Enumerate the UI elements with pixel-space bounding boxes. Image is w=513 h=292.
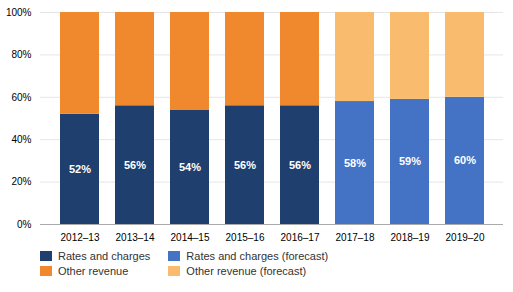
svg-text:80%: 80% xyxy=(11,49,31,60)
svg-text:60%: 60% xyxy=(11,92,31,103)
html-text:Other revenue: Other revenue xyxy=(58,265,129,277)
svg-text:59%: 59% xyxy=(399,155,421,167)
svg-text:58%: 58% xyxy=(344,157,366,169)
svg-text:100%: 100% xyxy=(6,7,32,18)
svg-text:40%: 40% xyxy=(11,134,31,145)
svg-text:2014–15: 2014–15 xyxy=(171,232,210,243)
svg-text:2017–18: 2017–18 xyxy=(336,232,375,243)
html-text:Other revenue (forecast): Other revenue (forecast) xyxy=(186,265,307,277)
html-text:Rates and charges: Rates and charges xyxy=(58,250,151,262)
svg-text:60%: 60% xyxy=(454,154,476,166)
svg-text:54%: 54% xyxy=(179,161,201,173)
svg-text:56%: 56% xyxy=(124,159,146,171)
svg-text:2016–17: 2016–17 xyxy=(281,232,320,243)
svg-text:2013–14: 2013–14 xyxy=(116,232,155,243)
svg-text:56%: 56% xyxy=(234,159,256,171)
svg-text:2019–20: 2019–20 xyxy=(446,232,485,243)
svg-text:0%: 0% xyxy=(17,219,32,230)
svg-text:20%: 20% xyxy=(11,176,31,187)
svg-text:52%: 52% xyxy=(69,163,91,175)
svg-text:2012–13: 2012–13 xyxy=(61,232,100,243)
svg-text:2015–16: 2015–16 xyxy=(226,232,265,243)
html-text:Rates and charges (forecast): Rates and charges (forecast) xyxy=(186,250,329,262)
svg-text:2018–19: 2018–19 xyxy=(391,232,430,243)
svg-text:56%: 56% xyxy=(289,159,311,171)
